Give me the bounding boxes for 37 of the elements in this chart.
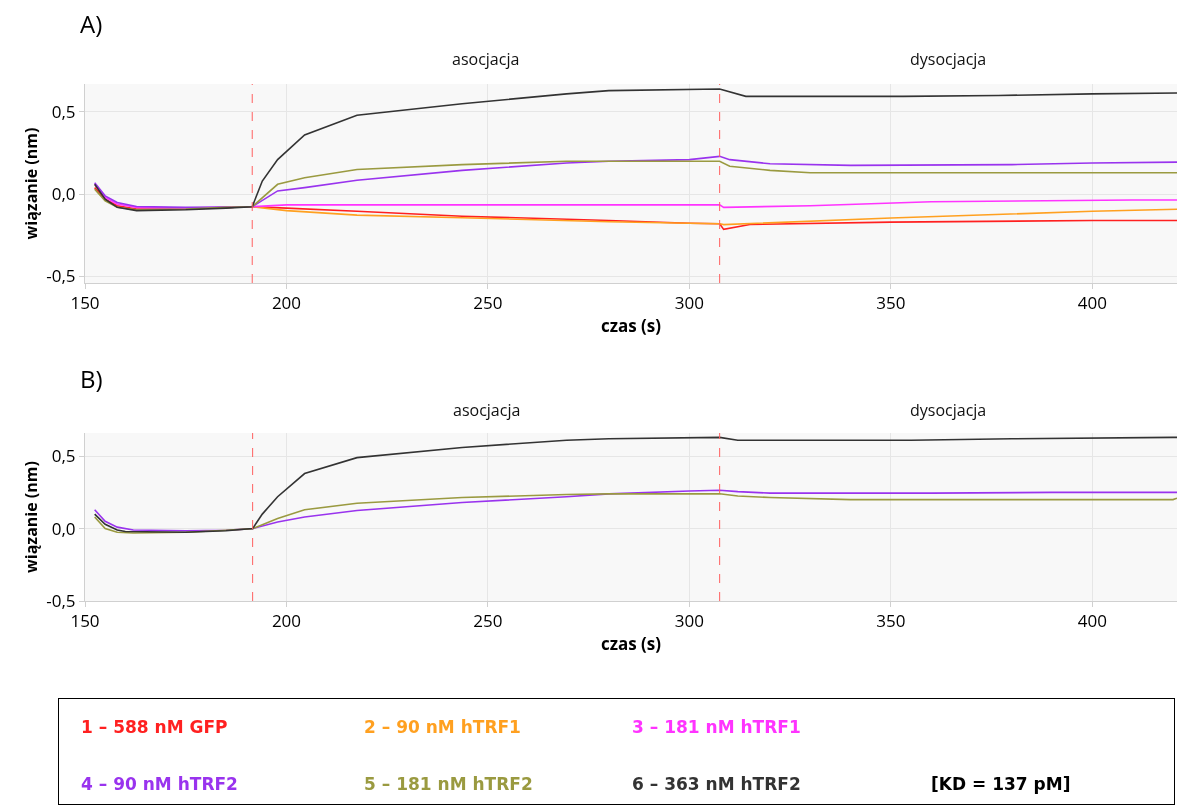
x-tick-label: 300: [674, 291, 705, 315]
text: 5 – 181 nM hTRF2: [364, 773, 534, 796]
y-tick-label: -0,5: [46, 264, 76, 288]
x-tick-label: 250: [473, 609, 503, 633]
x-tick-label: 400: [1077, 291, 1107, 315]
text: [KD = 137 pM]: [931, 773, 1072, 796]
y-tick-label: 0,0: [51, 182, 76, 206]
x-tick-label: 200: [271, 291, 302, 315]
text: 2 – 90 nM hTRF1: [364, 717, 522, 739]
y-tick-label: 0,0: [51, 516, 76, 540]
line-series: [93, 436, 1177, 534]
text: dysocjacja: [910, 399, 987, 421]
x-tick-label: 150: [70, 609, 100, 633]
x-tick-label: 150: [70, 291, 100, 315]
line-series: [93, 88, 1177, 212]
text: 3 – 181 nM hTRF1: [632, 717, 802, 739]
text: asocjacja: [452, 48, 520, 70]
chart-title: B): [80, 362, 103, 395]
x-tick-label: 350: [876, 609, 906, 633]
y-tick-label: 0,5: [51, 444, 76, 468]
text: 6 – 363 nM hTRF2: [632, 773, 802, 796]
x-axis-title: czas (s): [600, 313, 662, 337]
x-tick-label: 300: [674, 609, 705, 633]
text: 4 – 90 nM hTRF2: [81, 773, 239, 796]
x-tick-label: 200: [271, 609, 302, 633]
text: dysocjacja: [910, 48, 987, 70]
chart-title: A): [80, 7, 103, 40]
text: asocjacja: [453, 399, 521, 421]
text: 1 – 588 nM GFP: [81, 717, 229, 739]
y-axis-title: wiązanie (nm): [20, 127, 43, 240]
y-axis-title: wiązanie (nm): [20, 461, 43, 573]
x-tick-label: 250: [473, 291, 503, 315]
y-tick-label: 0,5: [51, 99, 76, 123]
x-tick-label: 400: [1077, 609, 1107, 633]
y-tick-label: -0,5: [46, 588, 76, 612]
x-axis-title: czas (s): [600, 631, 662, 655]
x-tick-label: 350: [876, 291, 906, 315]
